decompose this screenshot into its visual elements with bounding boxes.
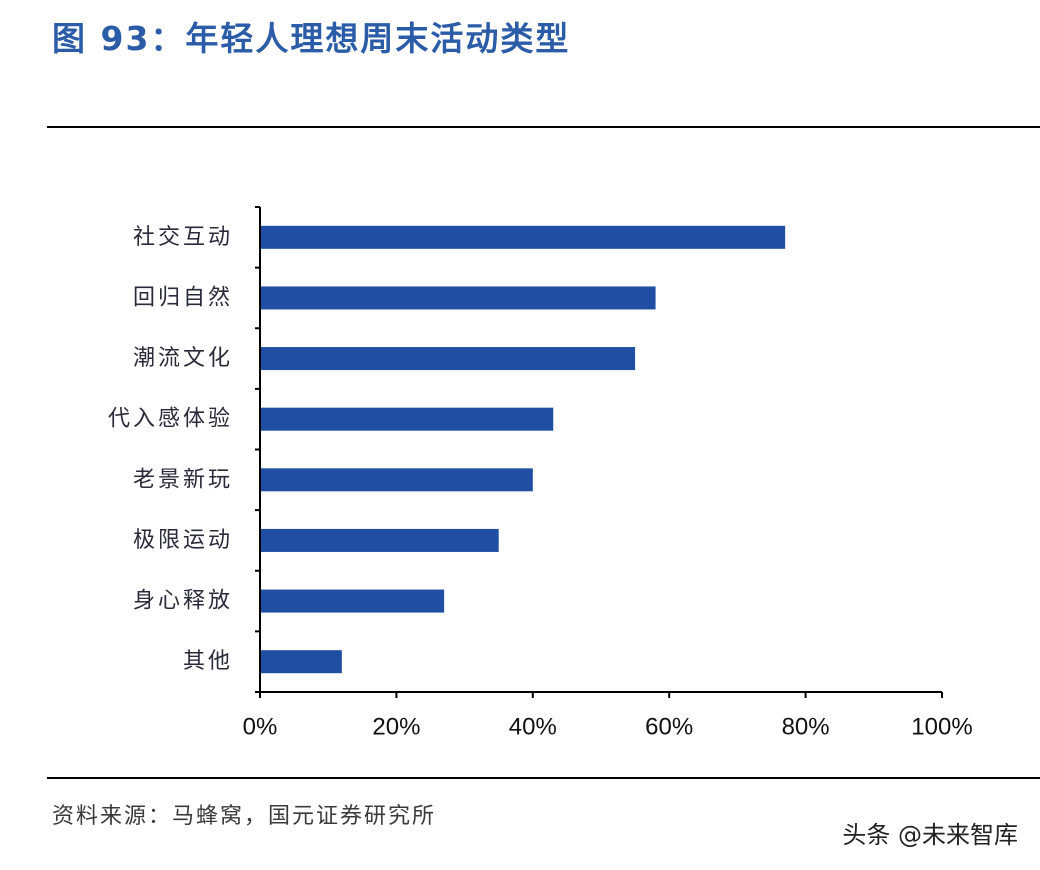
category-label-4: 老景新玩	[133, 467, 233, 492]
x-tick-label-4: 80%	[782, 714, 830, 741]
bar-1	[261, 286, 656, 310]
axes-group: 0% 20% 40% 60% 80% 100%	[243, 206, 973, 741]
bar-7	[261, 650, 342, 674]
bottom-divider	[47, 777, 1040, 779]
bar-3	[261, 407, 554, 431]
x-tick-label-0: 0%	[243, 714, 278, 741]
bars-group	[261, 225, 786, 674]
category-label-6: 身心释放	[133, 589, 233, 614]
bar-6	[261, 589, 445, 613]
x-tick-label-1: 20%	[372, 714, 420, 741]
category-label-3: 代入感体验	[108, 407, 233, 432]
x-tick-label-3: 60%	[645, 714, 693, 741]
page-title: 图 93：年轻人理想周末活动类型	[52, 19, 571, 58]
watermark: 头条 @未来智库	[842, 821, 1018, 849]
bar-0	[261, 225, 786, 249]
category-label-5: 极限运动	[133, 528, 233, 553]
x-tick-label-2: 40%	[509, 714, 557, 741]
category-label-0: 社交互动	[133, 225, 233, 250]
category-label-2: 潮流文化	[133, 346, 233, 371]
source-note: 资料来源：马蜂窝，国元证券研究所	[52, 804, 437, 829]
category-label-1: 回归自然	[133, 285, 233, 310]
bar-5	[261, 528, 499, 552]
bar-4	[261, 468, 533, 492]
category-label-7: 其他	[183, 649, 233, 674]
bar-2	[261, 347, 636, 371]
x-tick-label-5: 100%	[911, 714, 972, 741]
top-divider	[47, 126, 1040, 128]
